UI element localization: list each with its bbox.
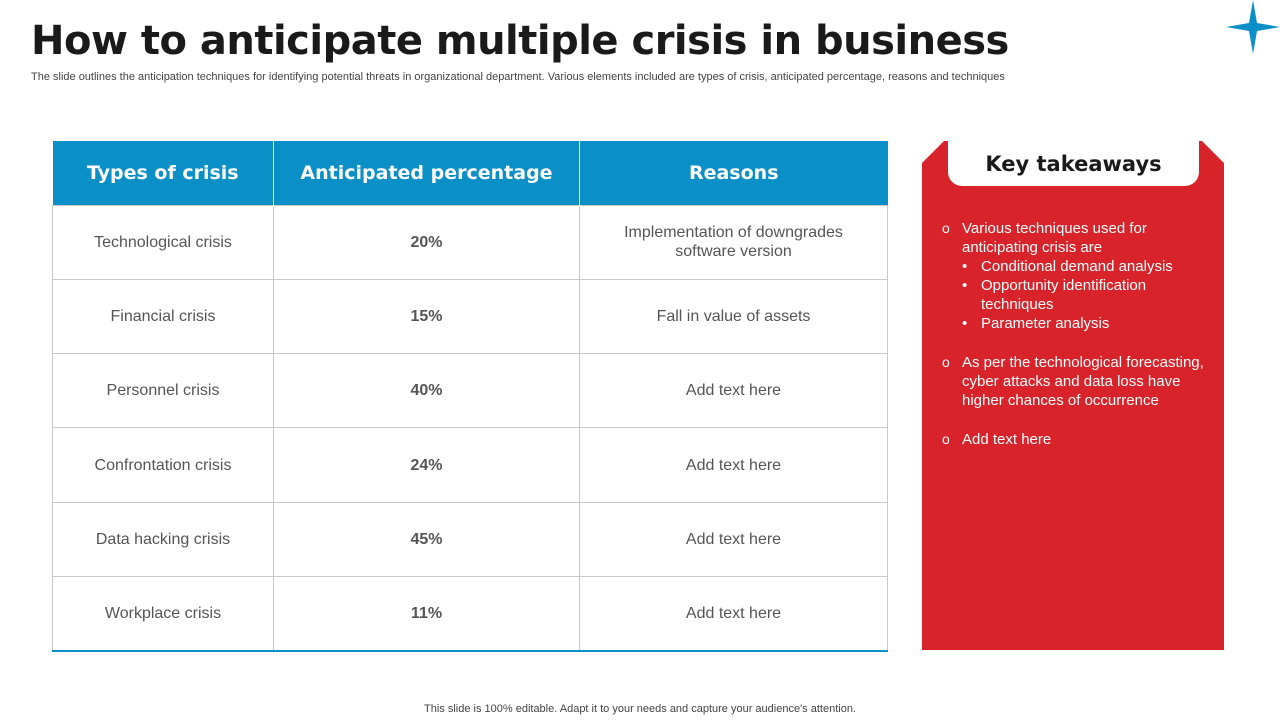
- key-takeaways-title: Key takeaways: [948, 141, 1199, 186]
- reason-cell: Fall in value of assets: [579, 278, 888, 355]
- table-row: Workplace crisis 11% Add text here: [52, 575, 888, 652]
- percentage-cell: 24%: [273, 427, 580, 503]
- reason-cell: Add text here: [579, 575, 888, 652]
- dot-bullet-icon: •: [962, 315, 968, 332]
- reason-cell: Implementation of downgrades software ve…: [579, 204, 888, 280]
- takeaway-text: As per the technological forecasting, cy…: [962, 354, 1204, 409]
- table-row: Technological crisis 20% Implementation …: [52, 204, 888, 280]
- sub-point-text: Opportunity identification techniques: [981, 277, 1147, 313]
- header-types-of-crisis: Types of crisis: [52, 141, 274, 205]
- sub-point-text: Conditional demand analysis: [981, 258, 1173, 275]
- dot-bullet-icon: •: [962, 277, 968, 294]
- table-row: Data hacking crisis 45% Add text here: [52, 501, 888, 577]
- slide-subtitle: The slide outlines the anticipation tech…: [31, 71, 1005, 83]
- key-takeaways-panel: Key takeaways o Various techniques used …: [922, 141, 1224, 650]
- percentage-cell: 15%: [273, 278, 580, 355]
- percentage-cell: 45%: [273, 501, 580, 577]
- four-point-star-icon: [1226, 0, 1280, 54]
- crisis-type-cell: Data hacking crisis: [52, 501, 274, 577]
- crisis-type-cell: Technological crisis: [52, 204, 274, 280]
- slide-title: How to anticipate multiple crisis in bus…: [31, 18, 1009, 64]
- reason-cell: Add text here: [579, 353, 888, 429]
- reason-cell: Add text here: [579, 427, 888, 503]
- sub-point: • Conditional demand analysis: [962, 257, 1212, 276]
- sub-point: • Parameter analysis: [962, 314, 1212, 333]
- dot-bullet-icon: •: [962, 258, 968, 275]
- circle-bullet-icon: o: [942, 354, 950, 370]
- crisis-type-cell: Confrontation crisis: [52, 427, 274, 503]
- header-anticipated-percentage: Anticipated percentage: [273, 141, 580, 205]
- circle-bullet-icon: o: [942, 431, 950, 447]
- circle-bullet-icon: o: [942, 220, 950, 236]
- table-row: Financial crisis 15% Fall in value of as…: [52, 278, 888, 355]
- percentage-cell: 20%: [273, 204, 580, 280]
- takeaway-point: o As per the technological forecasting, …: [942, 353, 1212, 410]
- crisis-table: Types of crisis Anticipated percentage R…: [52, 141, 888, 652]
- takeaway-point: o Add text here: [942, 430, 1212, 449]
- header-reasons: Reasons: [579, 141, 888, 205]
- crisis-type-cell: Personnel crisis: [52, 353, 274, 429]
- percentage-cell: 11%: [273, 575, 580, 652]
- percentage-cell: 40%: [273, 353, 580, 429]
- table-header-row: Types of crisis Anticipated percentage R…: [52, 141, 888, 205]
- crisis-type-cell: Workplace crisis: [52, 575, 274, 652]
- reason-cell: Add text here: [579, 501, 888, 577]
- table-row: Confrontation crisis 24% Add text here: [52, 427, 888, 503]
- takeaways-list: o Various techniques used for anticipati…: [942, 219, 1212, 469]
- takeaway-text: Add text here: [962, 431, 1052, 448]
- slide-footer: This slide is 100% editable. Adapt it to…: [424, 703, 856, 715]
- table-row: Personnel crisis 40% Add text here: [52, 353, 888, 429]
- takeaway-point: o Various techniques used for anticipati…: [942, 219, 1212, 333]
- takeaway-text: Various techniques used for anticipating…: [962, 220, 1147, 256]
- crisis-type-cell: Financial crisis: [52, 278, 274, 355]
- sub-point: • Opportunity identification techniques: [962, 276, 1212, 314]
- sub-point-text: Parameter analysis: [981, 315, 1110, 332]
